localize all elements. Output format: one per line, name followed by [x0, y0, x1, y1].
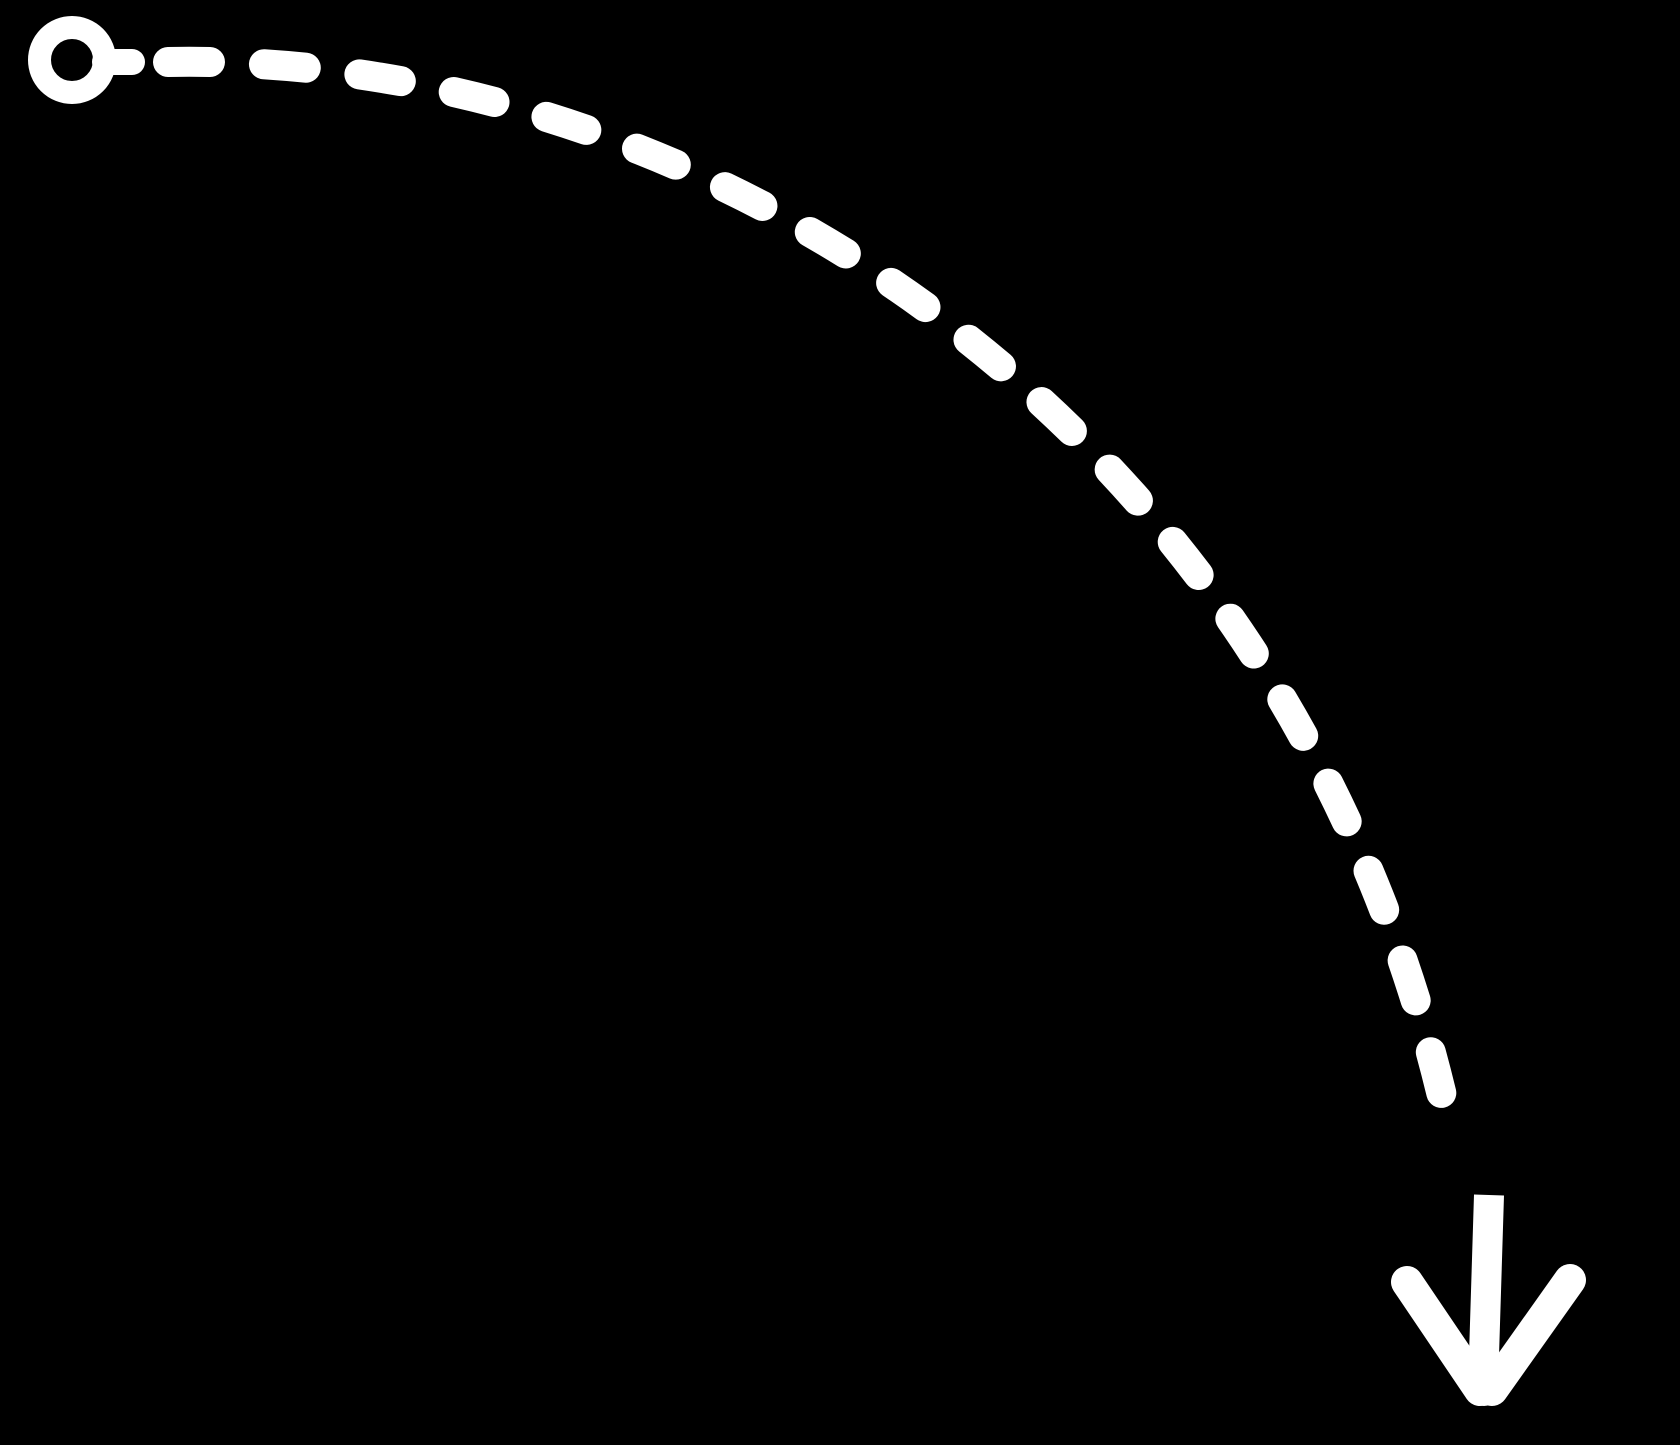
arrow-head-left-wing — [1391, 1266, 1496, 1406]
arrow-head-right-wing — [1476, 1264, 1586, 1406]
arrow-head-shaft — [1468, 1194, 1504, 1389]
dashed-curve-path — [153, 46, 1467, 1155]
arrow-head-tip — [1468, 1374, 1500, 1406]
